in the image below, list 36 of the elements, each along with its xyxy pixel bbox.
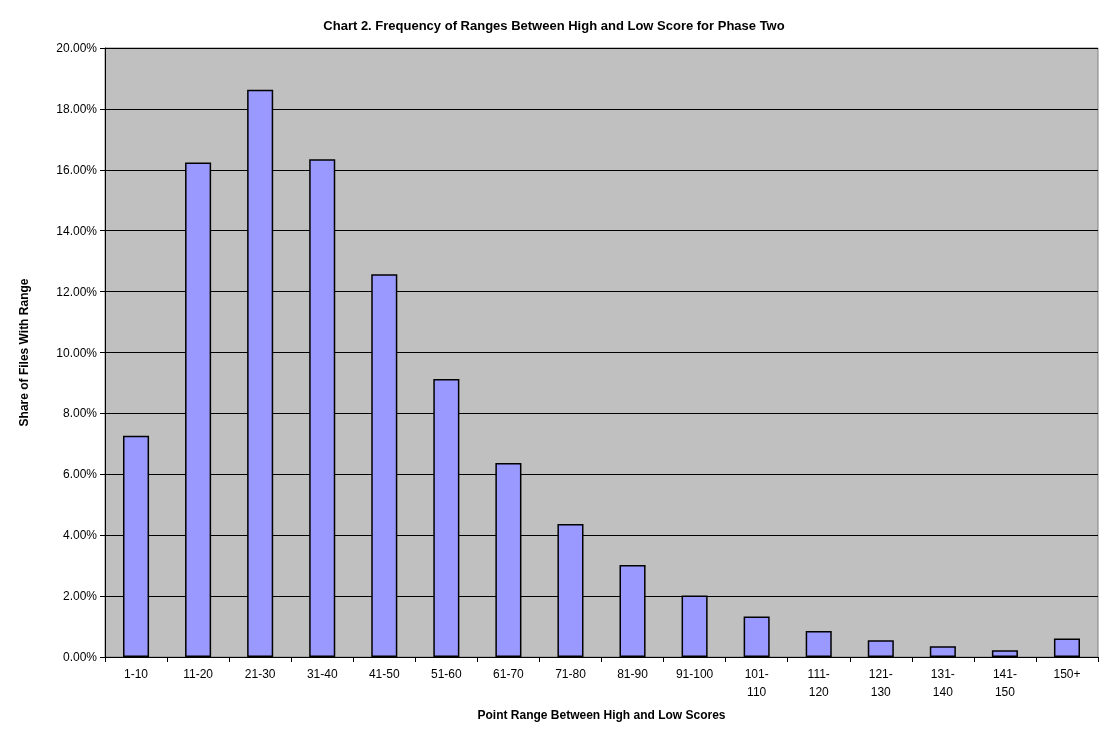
x-tick-label: 91-100 [675, 667, 714, 681]
x-axis-title: Point Range Between High and Low Scores [477, 708, 726, 722]
x-tick-label: 11-20 [183, 667, 214, 681]
bar [805, 631, 832, 657]
y-tick-label: 12.00% [56, 284, 98, 299]
bar [743, 616, 770, 657]
bar [929, 646, 956, 657]
x-tick-label: 1-10 [124, 667, 149, 681]
x-tick-label: 21-30 [244, 667, 276, 681]
x-tick-label: 101-110 [744, 667, 769, 699]
y-tick-label: 2.00% [62, 589, 98, 604]
bar [867, 640, 894, 657]
x-tick-label: 150+ [1053, 667, 1081, 681]
y-tick-label: 10.00% [56, 345, 98, 360]
x-tick-label: 111-120 [807, 667, 830, 699]
y-tick-label: 14.00% [56, 223, 98, 238]
x-tick-label: 81-90 [617, 667, 649, 681]
bar [991, 650, 1018, 657]
x-tick-label: 51-60 [430, 667, 463, 681]
bar [1053, 638, 1080, 657]
y-tick-label: 4.00% [62, 528, 98, 543]
x-tick-label: 71-80 [555, 667, 587, 681]
y-tick-label: 6.00% [62, 467, 98, 482]
y-tick-label: 18.00% [56, 101, 98, 116]
chart-title: Chart 2. Frequency of Ranges Between High and Low Score for Phase Two [323, 18, 785, 33]
y-tick-label: 0.00% [62, 650, 98, 664]
x-tick-label: 121-130 [868, 667, 893, 699]
x-tick-label: 141-150 [992, 667, 1017, 699]
y-axis-title: Share of Files With Range [17, 278, 31, 427]
x-tick-label: 61-70 [493, 667, 525, 681]
y-tick-label: 8.00% [62, 406, 98, 421]
y-tick-label: 20.00% [56, 41, 98, 55]
x-tick-label: 31-40 [306, 667, 338, 681]
x-tick-label: 131-140 [930, 667, 955, 699]
x-tick-label: 41-50 [368, 667, 400, 681]
y-tick-label: 16.00% [56, 162, 98, 177]
